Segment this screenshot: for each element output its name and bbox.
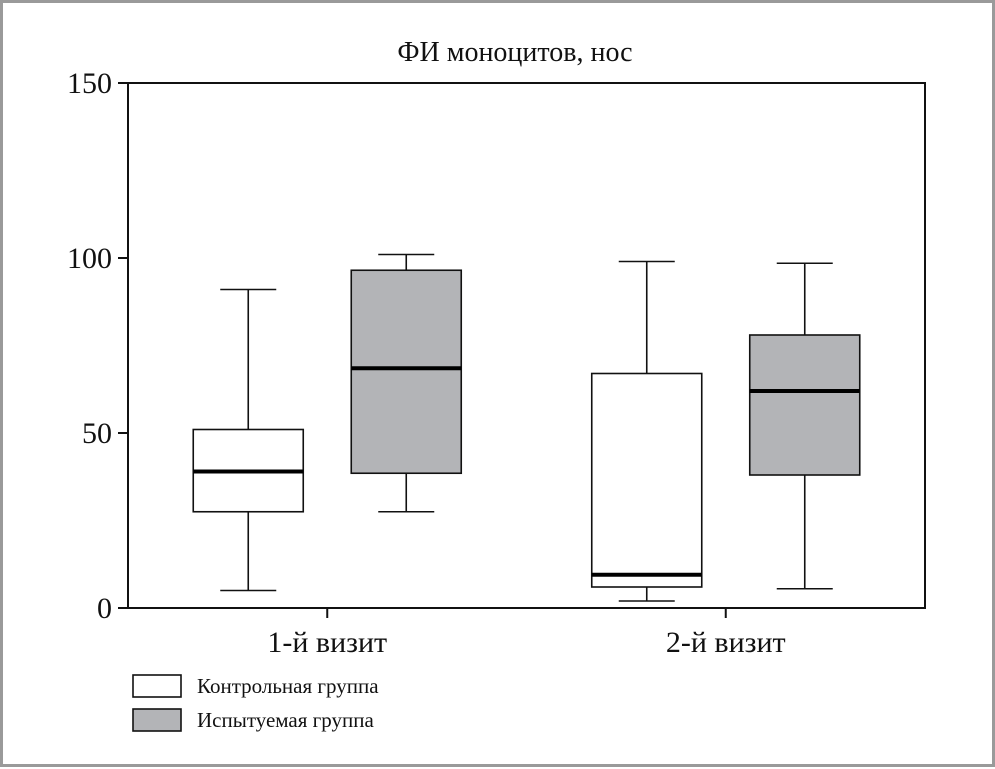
box-series [192, 253, 861, 602]
y-tick-label: 50 [82, 417, 112, 450]
x-tick-label: 1-й визит [267, 626, 387, 659]
legend: Контрольная группа Испытуемая группа [132, 674, 379, 732]
legend-label: Испытуемая группа [197, 708, 374, 732]
y-axis: 0 50 100 150 [67, 67, 128, 625]
x-tick-label: 2-й визит [666, 626, 786, 659]
boxplot-chart: ФИ моноцитов, нос 0 50 100 150 1-й визит 2-й… [67, 37, 926, 732]
x-axis: 1-й визит 2-й визит [267, 608, 786, 659]
y-tick-label: 150 [67, 67, 112, 100]
y-tick-label: 100 [67, 242, 112, 275]
box-iqr [350, 269, 463, 475]
legend-swatch [132, 674, 182, 698]
box-iqr [748, 334, 861, 476]
box-1-1 [192, 288, 305, 592]
box-iqr [590, 372, 703, 588]
legend-swatch [132, 708, 182, 732]
box-2-1 [350, 253, 463, 513]
chart-title: ФИ моноцитов, нос [397, 37, 632, 68]
y-tick-label: 0 [97, 592, 112, 625]
legend-label: Контрольная группа [197, 674, 379, 698]
plot-area [127, 82, 926, 609]
box-2-2 [748, 262, 861, 590]
box-1-2 [590, 260, 703, 602]
